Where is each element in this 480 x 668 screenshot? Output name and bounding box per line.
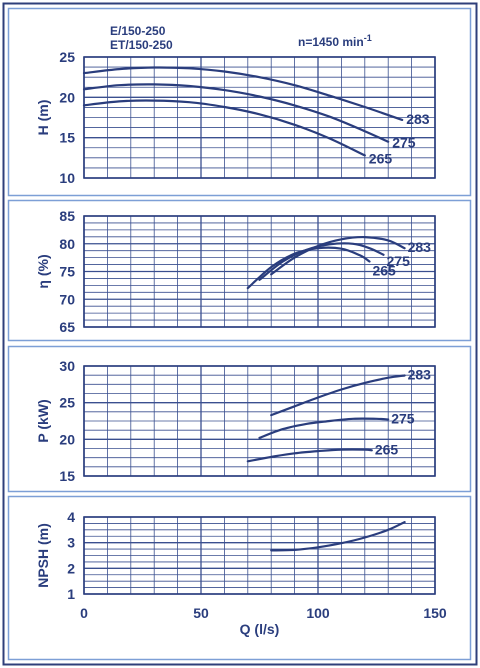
x-tick-label: 150	[423, 605, 447, 621]
efficiency-curve-265	[246, 246, 371, 290]
npsh-chart: 1 2 3 4 NPSH (m) 0 50 100 150 Q (l/s)	[35, 509, 447, 637]
y-tick-label: 65	[59, 319, 75, 335]
power-curve-265	[246, 448, 373, 463]
power-chart: 15 20 25 30 P (kW) 283 275 265	[35, 358, 436, 484]
curve-label-265: 265	[369, 150, 393, 166]
power-curve-275	[258, 417, 390, 439]
y-tick-label: 25	[59, 49, 75, 65]
x-tick-label: 0	[80, 605, 88, 621]
curve-label-275: 275	[387, 253, 411, 269]
y-axis-label: η (%)	[35, 254, 51, 288]
npsh-curve	[270, 521, 406, 552]
head-curve-265	[82, 99, 366, 157]
efficiency-curve-283	[270, 235, 406, 276]
plot-area-border	[83, 516, 436, 595]
curve-label-283: 283	[406, 111, 430, 127]
power-curve-283	[270, 374, 406, 417]
y-axis-label: NPSH (m)	[35, 523, 51, 588]
y-tick-label: 2	[67, 560, 75, 576]
x-tick-label: 50	[193, 605, 209, 621]
plot-area-border	[83, 56, 436, 179]
model-line-1: E/150-250	[110, 24, 166, 38]
curve-label-265: 265	[372, 263, 396, 279]
y-tick-label: 30	[59, 358, 75, 374]
y-tick-label: 10	[59, 170, 75, 186]
curve-label-275: 275	[391, 411, 415, 427]
speed-exponent: -1	[364, 33, 372, 43]
head-curve-275	[82, 83, 390, 143]
y-tick-label: 80	[59, 236, 75, 252]
x-axis-label: Q (l/s)	[240, 621, 280, 637]
y-tick-label: 3	[67, 535, 75, 551]
y-tick-label: 85	[59, 208, 75, 224]
plot-area-border	[83, 365, 436, 477]
y-tick-label: 25	[59, 395, 75, 411]
y-tick-label: 1	[67, 586, 75, 602]
y-tick-label: 15	[59, 130, 75, 146]
curve-label-275: 275	[392, 135, 416, 151]
speed-text: n=1450 min	[298, 35, 364, 49]
panel-efficiency-border	[7, 199, 472, 342]
speed-label: n=1450 min-1	[298, 33, 372, 49]
curve-label-283: 283	[408, 239, 432, 255]
panel-npsh-border	[7, 495, 472, 661]
plot-area-border	[83, 215, 436, 328]
curve-label-265: 265	[375, 441, 399, 457]
x-tick-label: 100	[306, 605, 330, 621]
y-tick-label: 70	[59, 291, 75, 307]
y-tick-label: 75	[59, 264, 75, 280]
panel-power-border	[7, 345, 472, 493]
y-tick-label: 20	[59, 89, 75, 105]
efficiency-curve-275	[258, 242, 385, 281]
y-axis-label: P (kW)	[35, 399, 51, 442]
y-tick-label: 20	[59, 431, 75, 447]
head-curve-283	[82, 66, 404, 121]
model-line-2: ET/150-250	[110, 38, 173, 52]
panel-head-border	[7, 7, 472, 197]
y-axis-label: H (m)	[35, 100, 51, 136]
curve-label-283: 283	[408, 367, 432, 383]
y-tick-label: 4	[67, 509, 75, 525]
y-tick-label: 15	[59, 468, 75, 484]
